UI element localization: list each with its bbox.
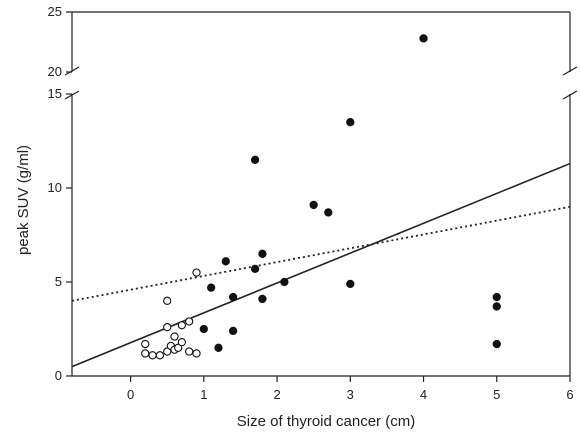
open-circle-point (170, 332, 179, 341)
filled-circle-point (250, 155, 260, 164)
open-circle-point (192, 349, 201, 358)
open-circle-point (163, 296, 172, 305)
y-axis-title: peak SUV (g/ml) (15, 145, 32, 255)
open-circle-point (141, 349, 150, 358)
trendlines (71, 162, 571, 368)
open-circle-point (185, 347, 194, 356)
open-circle-point (163, 322, 172, 332)
solid-trendline (71, 162, 571, 368)
filled-circle-point (346, 118, 355, 127)
x-tick-label: 3 (347, 387, 354, 402)
axis-break-mark (64, 66, 80, 76)
filled-circle-point (492, 292, 501, 302)
filled-circle-point (206, 283, 216, 292)
open-circle-point (148, 351, 157, 360)
open-circle-point (174, 343, 183, 352)
filled-circle-point (346, 279, 355, 289)
y-tick-label: 25 (48, 4, 62, 19)
filled-circle-point (419, 34, 428, 43)
x-tick-label: 4 (420, 387, 427, 402)
filled-circle-point (199, 324, 208, 334)
filled-circle-point (228, 292, 238, 302)
filled-circle-point (258, 294, 267, 304)
tick-labels: 0 1 2 3 4 5 6 0 5 10 15 20 25 (48, 4, 574, 402)
axis-break-mark (562, 90, 578, 100)
y-tick-label: 20 (48, 64, 62, 79)
filled-circle-point (492, 339, 501, 349)
y-tick-label: 10 (48, 180, 62, 195)
open-circle-point (185, 317, 194, 326)
filled-circle-point (228, 326, 238, 336)
axis-break-mark (562, 66, 578, 76)
filled-circle-point (309, 200, 318, 210)
y-tick-label: 5 (55, 274, 62, 289)
axes (64, 11, 578, 382)
data-points (141, 34, 501, 360)
filled-circle-point (324, 208, 333, 217)
filled-circle-point (221, 257, 230, 266)
axis-break-mark (64, 90, 80, 100)
open-circle-point (155, 351, 165, 360)
x-tick-label: 1 (200, 387, 207, 402)
filled-circle-point (280, 277, 289, 287)
open-circle-point (177, 321, 187, 330)
dotted-trendline (71, 205, 571, 302)
x-tick-label: 5 (493, 387, 500, 402)
filled-circle-point (258, 249, 267, 258)
open-circle-point (163, 347, 172, 356)
y-tick-label: 15 (48, 86, 62, 101)
open-circle-point (141, 339, 150, 349)
filled-circle-point (250, 264, 260, 273)
open-circle-point (177, 338, 187, 347)
y-tick-label: 0 (55, 368, 62, 383)
x-axis-title: Size of thyroid cancer (cm) (237, 413, 415, 430)
x-tick-label: 0 (127, 387, 134, 402)
filled-circle-point (492, 302, 501, 311)
x-tick-label: 6 (566, 387, 573, 402)
filled-circle-point (214, 343, 223, 352)
x-tick-label: 2 (273, 387, 280, 402)
open-circle-point (192, 268, 201, 277)
